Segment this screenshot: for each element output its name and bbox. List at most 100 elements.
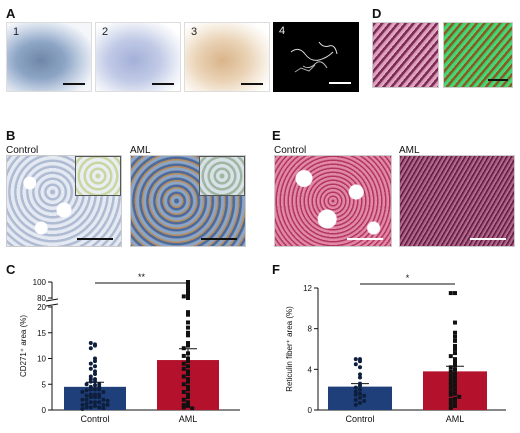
he-aml-image — [399, 155, 515, 247]
data-point-aml — [453, 334, 457, 339]
data-point-control — [358, 359, 362, 364]
data-point-control — [97, 400, 102, 405]
data-point-aml — [448, 389, 453, 394]
data-point-aml — [453, 347, 457, 351]
data-point-aml — [453, 363, 457, 368]
scale-bar — [63, 83, 85, 85]
data-point-control — [101, 389, 106, 394]
y-tick-label: 0 — [42, 406, 47, 415]
axis-break-mark — [45, 303, 59, 307]
data-point-aml — [448, 377, 453, 382]
scale-bar — [201, 238, 237, 240]
chart-f: 0 4 8 12 Reticulin fiber⁺ area (%) Control AML… — [285, 273, 506, 424]
data-point-control — [358, 387, 362, 392]
data-point-aml — [448, 381, 453, 386]
data-point-control — [88, 341, 93, 346]
panel-label-e: E — [272, 128, 281, 143]
data-point-control — [358, 400, 362, 405]
data-point-aml — [181, 382, 186, 387]
data-point-control — [362, 393, 367, 398]
data-point-aml — [186, 296, 190, 300]
data-point-control — [97, 405, 102, 410]
data-point-control — [93, 359, 97, 364]
y-tick-label: 0 — [308, 406, 313, 415]
data-point-control — [358, 375, 362, 380]
reticulin-stain-tile — [372, 22, 439, 88]
significance-marker: ** — [138, 272, 146, 282]
data-point-aml — [186, 288, 190, 292]
data-point-aml — [186, 284, 190, 288]
data-point-aml — [186, 392, 190, 397]
data-point-control — [84, 401, 89, 406]
scale-bar — [488, 79, 508, 81]
y-tick-label: 12 — [303, 284, 312, 293]
data-point-aml — [181, 294, 186, 299]
ihc-control-image — [6, 155, 122, 247]
panel-label-a: A — [6, 6, 16, 21]
data-point-control — [358, 372, 362, 377]
y-tick-label: 100 — [33, 278, 47, 287]
x-tick-label: AML — [446, 414, 465, 424]
data-point-aml — [186, 333, 190, 338]
tile-number-4: 4 — [279, 25, 286, 37]
data-point-aml — [186, 395, 190, 400]
data-point-control — [88, 400, 93, 405]
histology-tile-4: 4 — [273, 22, 359, 92]
data-point-control — [362, 398, 367, 403]
histology-tile-2: 2 — [95, 22, 181, 92]
y-tick-label: 20 — [37, 303, 46, 312]
data-point-aml — [181, 389, 186, 394]
data-point-control — [84, 382, 89, 387]
data-point-aml — [453, 367, 457, 372]
data-point-control — [101, 406, 106, 411]
caption-aml: AML — [399, 145, 420, 156]
scale-bar — [470, 238, 506, 240]
data-point-control — [93, 343, 97, 348]
data-point-control — [358, 365, 362, 370]
data-point-control — [353, 389, 358, 394]
data-point-control — [97, 395, 102, 400]
data-point-control — [88, 361, 93, 366]
data-point-control — [353, 385, 358, 390]
data-point-aml — [453, 291, 457, 296]
data-point-aml — [453, 320, 457, 325]
data-point-aml — [190, 406, 195, 411]
data-point-aml — [186, 330, 190, 335]
data-point-aml — [186, 371, 190, 376]
panel-label-b: B — [6, 128, 16, 143]
data-point-control — [88, 387, 93, 392]
panel-label-c: C — [6, 262, 16, 277]
data-point-control — [353, 362, 358, 367]
scale-bar — [77, 238, 113, 240]
data-point-control — [88, 395, 93, 400]
data-point-aml — [186, 400, 190, 405]
data-point-control — [80, 389, 85, 394]
axis-break-gap — [46, 299, 58, 306]
panel-label-f: F — [272, 262, 280, 277]
data-point-aml — [448, 354, 453, 359]
data-point-aml — [186, 341, 190, 346]
data-point-aml — [448, 397, 453, 402]
data-point-aml — [186, 343, 190, 348]
data-point-aml — [453, 403, 457, 408]
data-point-aml — [453, 396, 457, 401]
data-point-aml — [186, 292, 190, 296]
data-point-control — [93, 387, 97, 392]
scale-bar — [152, 83, 174, 85]
tile-number-3: 3 — [191, 26, 198, 38]
data-point-aml — [181, 397, 186, 402]
inset-zoom — [199, 156, 245, 196]
data-point-control — [88, 346, 93, 351]
data-point-aml — [453, 391, 457, 396]
data-point-aml — [453, 338, 457, 343]
data-point-aml — [186, 403, 190, 408]
data-point-control — [93, 364, 97, 369]
data-point-aml — [453, 399, 457, 404]
data-point-control — [353, 357, 358, 362]
data-point-aml — [186, 280, 190, 284]
data-point-aml — [453, 330, 457, 335]
data-point-control — [93, 379, 97, 384]
histology-tile-3: 3 — [184, 22, 270, 92]
data-point-control — [88, 366, 93, 371]
